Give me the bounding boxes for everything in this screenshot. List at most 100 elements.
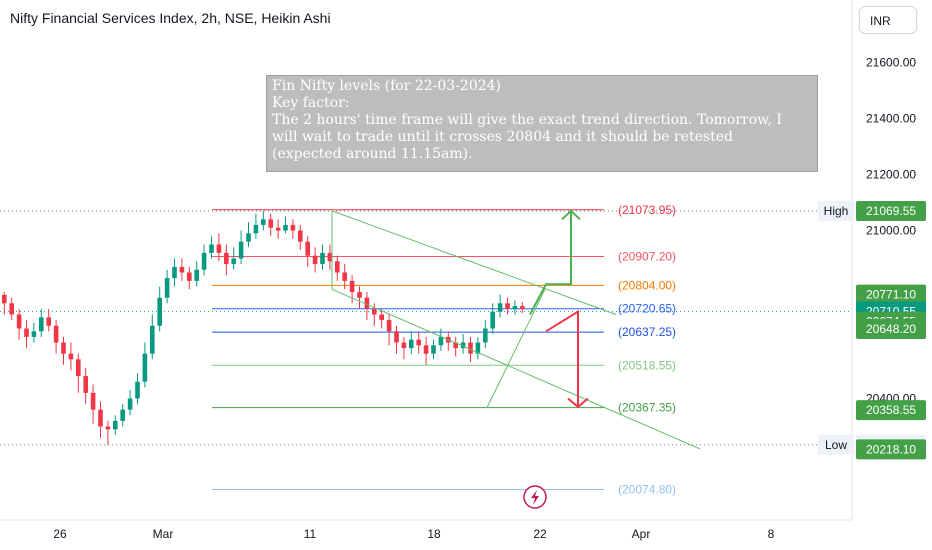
level-label: (21073.95)	[618, 203, 676, 217]
candle-body	[39, 317, 44, 332]
candle-body	[142, 353, 148, 382]
candle-body	[105, 426, 111, 430]
axis-price-label: 20771.10	[866, 288, 916, 302]
x-tick-label: Mar	[153, 527, 174, 541]
candle-body	[520, 306, 525, 309]
candle-body	[372, 308, 377, 315]
candle-body	[68, 353, 74, 360]
level-label: (20804.00)	[618, 278, 676, 292]
candle-body	[268, 219, 273, 228]
lightning-glyph	[531, 490, 539, 505]
candle-body	[164, 278, 170, 298]
x-tick-label: 8	[768, 527, 775, 541]
bullish-path	[529, 210, 572, 315]
axis-price-badge	[856, 400, 926, 421]
candle-body	[216, 244, 222, 253]
candle-body	[490, 311, 495, 329]
candle-body	[120, 409, 125, 421]
note-line: (expected around 11.15am).	[272, 146, 473, 162]
candle-body	[379, 314, 384, 321]
candle-body	[16, 314, 22, 329]
candle-body	[61, 342, 66, 354]
chart-title: Nifty Financial Services Index, 2h, NSE,…	[10, 10, 331, 26]
y-tick-label: 21200.00	[866, 168, 916, 182]
x-tick-label: 22	[533, 527, 547, 541]
note-line: Fin Nifty levels (for 22-03-2024)	[272, 78, 502, 94]
candle-body	[409, 339, 414, 349]
candle-body	[512, 306, 518, 309]
candle-body	[275, 227, 281, 231]
channel-top-line	[331, 210, 617, 315]
candle-body	[475, 342, 481, 354]
axis-tag-label: Low	[825, 438, 847, 452]
y-tick-label: 21600.00	[866, 56, 916, 70]
candle-body	[357, 292, 362, 298]
candle-body	[46, 317, 51, 326]
axis-price-label: 20358.55	[866, 403, 916, 417]
candle-body	[113, 420, 118, 430]
candle-body	[483, 328, 488, 343]
candle-body	[246, 233, 251, 242]
candle-body	[157, 297, 162, 326]
candle-body	[209, 244, 214, 253]
trend-line	[486, 289, 546, 408]
candle-body	[83, 376, 88, 393]
bullish-arrowhead	[561, 209, 581, 221]
candle-body	[364, 297, 370, 309]
candle-body	[468, 342, 473, 354]
candle-body	[135, 381, 140, 399]
bearish-arrowhead	[567, 397, 589, 409]
note-line: will wait to trade until it crosses 2080…	[272, 129, 733, 145]
x-tick-label: Apr	[632, 527, 651, 541]
candle-body	[505, 303, 510, 309]
candle-body	[194, 269, 199, 281]
candle-body	[460, 342, 466, 349]
axis-price-label: 20218.10	[866, 442, 916, 456]
candle-body	[327, 252, 333, 262]
candle-body	[290, 224, 296, 231]
axis-tag-label: High	[824, 204, 849, 218]
candle-body	[179, 266, 185, 273]
candle-body	[90, 392, 96, 410]
candle-body	[2, 294, 7, 304]
candle-body	[253, 224, 259, 234]
candle-body	[335, 261, 340, 273]
annotation-note[interactable]: Fin Nifty levels (for 22-03-2024) Key fa…	[266, 75, 818, 172]
channel-bottom-line	[331, 288, 701, 450]
candle-body	[238, 241, 244, 259]
candle-body	[349, 280, 355, 293]
candle-body	[305, 241, 310, 256]
axis-price-badge	[856, 284, 926, 305]
candle-body	[150, 325, 155, 354]
level-label: (20637.25)	[618, 325, 676, 339]
candle-body	[431, 345, 436, 354]
level-label: (20518.55)	[618, 358, 676, 372]
candle-body	[283, 224, 288, 231]
axis-price-badge	[856, 319, 926, 340]
level-label: (20907.20)	[618, 249, 676, 263]
candle-body	[231, 258, 236, 265]
candle-body	[401, 342, 407, 349]
axis-price-badge	[856, 439, 926, 460]
bearish-path	[545, 309, 579, 407]
level-label: (20367.35)	[618, 401, 676, 415]
candle-body	[312, 255, 318, 265]
candle-body	[76, 359, 81, 377]
candle-body	[127, 398, 133, 410]
candle-body	[298, 230, 303, 242]
candle-body	[172, 266, 177, 279]
axis-price-badge	[856, 201, 926, 222]
candle-body	[201, 252, 207, 270]
candle-body	[453, 342, 458, 349]
y-tick-label: 21400.00	[866, 112, 916, 126]
candle-body	[224, 252, 229, 265]
candle-body	[497, 303, 503, 312]
currency-button[interactable]: INR	[859, 6, 917, 34]
axis-tag	[818, 200, 854, 221]
candle-body	[31, 331, 37, 337]
note-line: Key factor:	[272, 95, 350, 111]
axis-price-label: 20648.20	[866, 322, 916, 336]
candle-body	[423, 345, 429, 354]
candle-body	[24, 328, 29, 337]
